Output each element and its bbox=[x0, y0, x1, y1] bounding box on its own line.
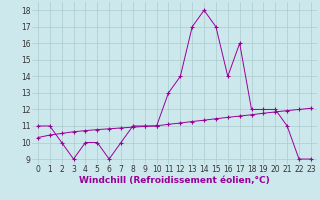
X-axis label: Windchill (Refroidissement éolien,°C): Windchill (Refroidissement éolien,°C) bbox=[79, 176, 270, 185]
